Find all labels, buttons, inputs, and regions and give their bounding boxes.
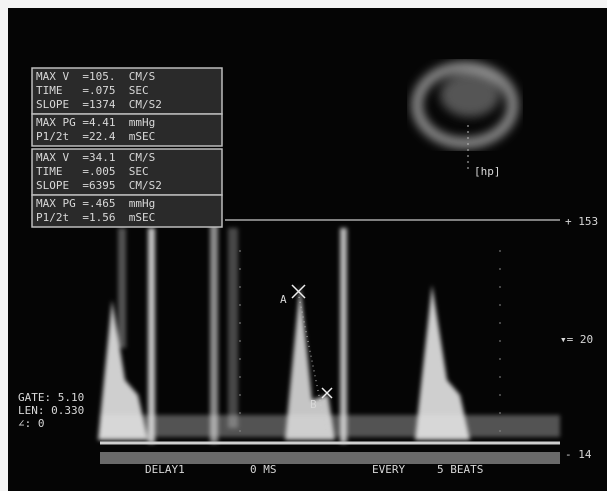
- footer-text: 5 BEATS: [437, 463, 483, 476]
- measurement-line: MAX PG =4.41 mmHg: [36, 116, 155, 129]
- velocity-scale: + 153: [565, 215, 598, 228]
- gate-info: GATE: 5.10: [18, 391, 84, 404]
- gate-info: LEN: 0.330: [18, 404, 84, 417]
- probe-label: [hp]: [474, 165, 501, 178]
- measurement-line: TIME =.005 SEC: [36, 165, 149, 178]
- measurement-line: MAX V =34.1 CM/S: [36, 151, 155, 164]
- marker-label: A: [280, 293, 287, 306]
- footer-text: DELAY1: [145, 463, 185, 476]
- measurement-line: SLOPE =6395 CM/S2: [36, 179, 162, 192]
- measurement-line: MAX PG =.465 mmHg: [36, 197, 155, 210]
- page: MAX V =105. CM/STIME =.075 SECSLOPE =137…: [0, 0, 607, 491]
- ultrasound-screen: MAX V =105. CM/STIME =.075 SECSLOPE =137…: [0, 0, 607, 491]
- measurement-line: SLOPE =1374 CM/S2: [36, 98, 162, 111]
- measurement-line: TIME =.075 SEC: [36, 84, 149, 97]
- velocity-scale: - 14: [565, 448, 592, 461]
- gate-info: ∠: 0: [18, 417, 45, 430]
- velocity-scale: ▾= 20: [560, 333, 593, 346]
- footer-text: EVERY: [372, 463, 405, 476]
- measurement-line: P1/2t =1.56 mSEC: [36, 211, 155, 224]
- footer-text: 0 MS: [250, 463, 277, 476]
- marker-label: B: [310, 398, 317, 411]
- measurement-line: MAX V =105. CM/S: [36, 70, 155, 83]
- measurement-line: P1/2t =22.4 mSEC: [36, 130, 155, 143]
